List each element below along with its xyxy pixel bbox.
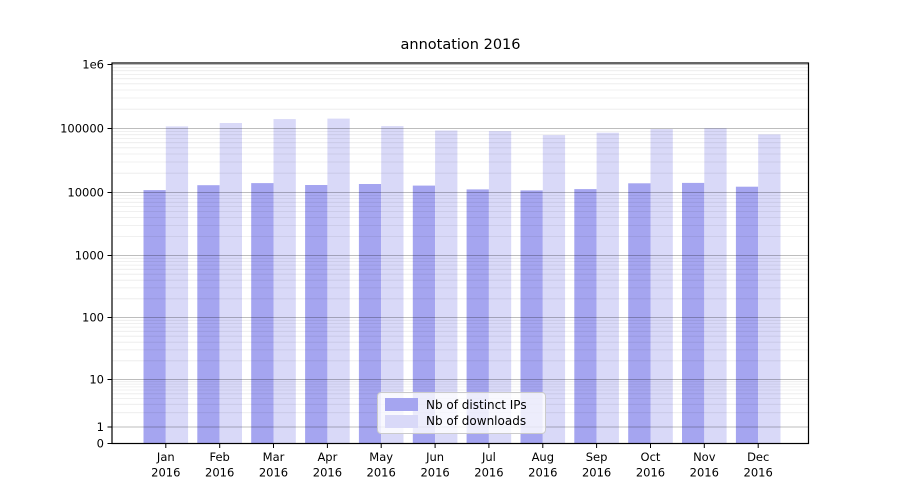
bar-downloads-apr xyxy=(327,118,350,444)
y-tick-label: 0 xyxy=(97,436,104,450)
bar-distinct-ips-jan xyxy=(143,190,166,444)
chart-title: annotation 2016 xyxy=(400,37,521,53)
legend-item-downloads: Nb of downloads xyxy=(385,414,539,428)
bar-downloads-dec xyxy=(758,134,781,444)
x-tick-label-month: Apr xyxy=(317,450,337,464)
x-tick-label-month: Jul xyxy=(481,450,496,464)
legend-label-downloads: Nb of downloads xyxy=(426,414,527,429)
x-tick-label-year: 2016 xyxy=(528,466,557,480)
y-tick-label: 1 xyxy=(97,420,104,434)
bar-downloads-jan xyxy=(165,126,189,444)
legend-swatch-distinct-ips xyxy=(385,398,418,412)
y-tick-label: 100000 xyxy=(60,121,104,135)
legend-swatch-downloads xyxy=(385,414,418,428)
bar-downloads-jul xyxy=(488,131,512,444)
bar-downloads-aug xyxy=(542,135,566,444)
x-tick-label-month: Feb xyxy=(210,450,230,464)
bar-distinct-ips-may xyxy=(358,184,382,444)
x-tick-label-year: 2016 xyxy=(313,466,342,480)
x-tick-label-year: 2016 xyxy=(636,466,665,480)
bar-downloads-sep xyxy=(596,132,619,444)
x-tick-label-month: Mar xyxy=(263,450,285,464)
bar-downloads-nov xyxy=(704,128,727,444)
bar-distinct-ips-jun xyxy=(412,185,436,444)
y-tick-label: 100 xyxy=(82,310,104,324)
legend: Nb of distinct IPs Nb of downloads xyxy=(377,392,546,434)
y-tick-label: 1e6 xyxy=(82,57,104,71)
x-tick-label-month: Nov xyxy=(693,450,716,464)
bar-distinct-ips-aug xyxy=(520,190,543,444)
x-tick-label-month: May xyxy=(369,450,393,464)
bar-downloads-mar xyxy=(273,119,296,444)
bar-downloads-oct xyxy=(650,129,673,444)
bar-distinct-ips-dec xyxy=(735,186,759,444)
x-tick-label-year: 2016 xyxy=(420,466,449,480)
x-tick-label-month: Dec xyxy=(747,450,769,464)
x-tick-label-month: Oct xyxy=(641,450,661,464)
x-tick-label-year: 2016 xyxy=(151,466,180,480)
x-tick-label-year: 2016 xyxy=(474,466,503,480)
x-tick-label-year: 2016 xyxy=(367,466,396,480)
bar-distinct-ips-jul xyxy=(466,189,489,444)
bar-distinct-ips-nov xyxy=(682,182,705,444)
x-tick-label-year: 2016 xyxy=(690,466,719,480)
bar-downloads-feb xyxy=(219,123,242,444)
x-tick-label-year: 2016 xyxy=(582,466,611,480)
legend-label-distinct-ips: Nb of distinct IPs xyxy=(426,397,527,412)
x-tick-label-month: Sep xyxy=(586,450,608,464)
bar-distinct-ips-mar xyxy=(251,183,274,444)
bar-downloads-jun xyxy=(435,130,458,444)
x-tick-label-year: 2016 xyxy=(744,466,773,480)
bar-distinct-ips-apr xyxy=(305,185,328,444)
bar-downloads-may xyxy=(381,126,404,444)
legend-item-distinct-ips: Nb of distinct IPs xyxy=(385,398,539,412)
bar-distinct-ips-sep xyxy=(574,189,597,444)
bar-distinct-ips-oct xyxy=(628,183,651,444)
x-tick-label-month: Jan xyxy=(156,450,175,464)
x-tick-label-year: 2016 xyxy=(205,466,234,480)
x-tick-label-year: 2016 xyxy=(259,466,288,480)
x-tick-label-month: Aug xyxy=(532,450,554,464)
y-tick-label: 10 xyxy=(89,372,104,386)
plot-frame xyxy=(111,62,810,445)
y-tick-label: 1000 xyxy=(75,248,104,262)
y-tick-label: 10000 xyxy=(67,185,104,199)
x-tick-label-month: Jun xyxy=(425,450,444,464)
bar-distinct-ips-feb xyxy=(197,185,220,444)
